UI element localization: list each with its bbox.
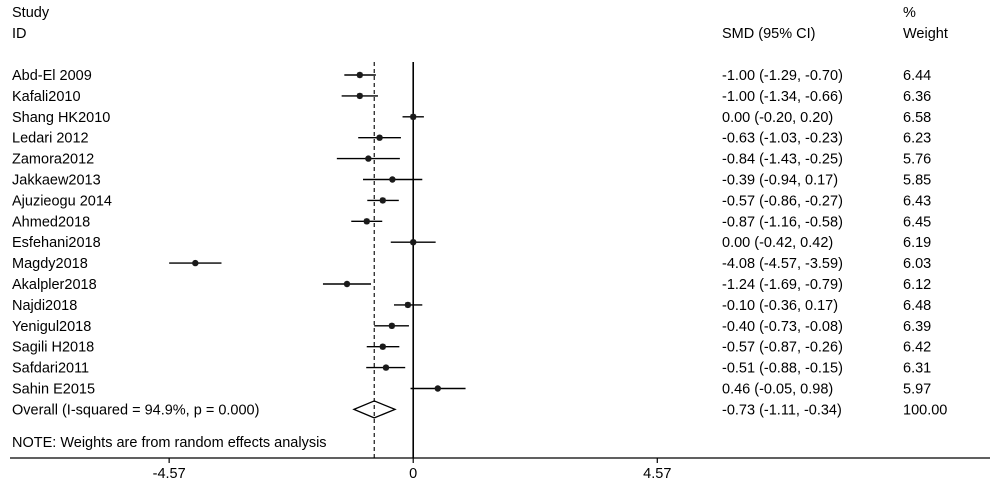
study-weight: 6.58: [903, 110, 931, 126]
effect-header: SMD (95% CI): [722, 26, 816, 42]
study-ci-text: 0.00 (-0.42, 0.42): [722, 235, 833, 251]
study-weight: 6.43: [903, 193, 931, 209]
study-label: Kafali2010: [12, 89, 81, 105]
study-point: [365, 155, 372, 162]
study-label: Ajuzieogu 2014: [12, 193, 112, 209]
study-weight: 6.48: [903, 298, 931, 314]
study-ci-text: -0.51 (-0.88, -0.15): [722, 361, 843, 377]
study-weight: 6.03: [903, 256, 931, 272]
study-point: [363, 218, 370, 225]
study-ci-text: -4.08 (-4.57, -3.59): [722, 256, 843, 272]
study-label: Akalpler2018: [12, 277, 97, 293]
study-ci-text: -0.84 (-1.43, -0.25): [722, 152, 843, 168]
study-ci-text: -0.40 (-0.73, -0.08): [722, 319, 843, 335]
study-weight: 6.36: [903, 89, 931, 105]
study-label: Sagili H2018: [12, 340, 94, 356]
study-label: Esfehani2018: [12, 235, 101, 251]
study-point: [389, 176, 396, 183]
note: NOTE: Weights are from random effects an…: [12, 435, 327, 451]
study-point: [343, 280, 351, 288]
study-ci-text: -1.24 (-1.69, -0.79): [722, 277, 843, 293]
study-ci-text: -1.00 (-1.34, -0.66): [722, 89, 843, 105]
study-point: [388, 322, 396, 329]
study-point: [410, 113, 417, 121]
study-point: [379, 197, 386, 204]
study-label: Abd-El 2009: [12, 68, 92, 84]
study-point: [404, 301, 412, 309]
study-label: Shang HK2010: [12, 110, 110, 126]
x-tick-label: 0: [409, 466, 417, 482]
study-ci-text: -0.87 (-1.16, -0.58): [722, 214, 843, 230]
study-label: Ledari 2012: [12, 131, 89, 147]
weight-header: Weight: [903, 26, 948, 42]
study-point: [379, 343, 386, 350]
study-label: Magdy2018: [12, 256, 88, 272]
study-label: Zamora2012: [12, 152, 94, 168]
x-tick-label: -4.57: [153, 466, 186, 482]
study-point: [382, 364, 390, 371]
study-weight: 6.19: [903, 235, 931, 251]
study-ci-text: -1.00 (-1.29, -0.70): [722, 68, 843, 84]
study-ci-text: -0.57 (-0.87, -0.26): [722, 340, 843, 356]
weight-header-percent: %: [903, 5, 916, 21]
study-weight: 5.85: [903, 173, 931, 189]
study-ci-text: 0.00 (-0.20, 0.20): [722, 110, 833, 126]
study-ci-text: -0.10 (-0.36, 0.17): [722, 298, 838, 314]
study-point: [192, 259, 199, 267]
study-ci-text: -0.63 (-1.03, -0.23): [722, 131, 843, 147]
study-weight: 5.97: [903, 382, 931, 398]
study-label: Najdi2018: [12, 298, 77, 314]
overall-label: Overall (I-squared = 94.9%, p = 0.000): [12, 402, 259, 418]
study-point: [376, 134, 383, 141]
study-weight: 6.39: [903, 319, 931, 335]
overall-diamond: [352, 400, 397, 419]
study-ci-text: -0.57 (-0.86, -0.27): [722, 193, 843, 209]
study-weight: 5.76: [903, 152, 931, 168]
study-header: Study: [12, 5, 50, 21]
study-ci-text: -0.39 (-0.94, 0.17): [722, 173, 838, 189]
study-weight: 6.23: [903, 131, 931, 147]
study-point: [434, 385, 441, 392]
study-weight: 6.12: [903, 277, 931, 293]
study-label: Ahmed2018: [12, 214, 90, 230]
study-weight: 6.45: [903, 214, 931, 230]
study-point: [356, 71, 364, 79]
id-header: ID: [12, 26, 27, 42]
study-weight: 6.42: [903, 340, 931, 356]
study-point: [410, 239, 417, 246]
study-weight: 6.44: [903, 68, 931, 84]
study-ci-text: 0.46 (-0.05, 0.98): [722, 382, 833, 398]
study-weight: 6.31: [903, 361, 931, 377]
study-label: Jakkaew2013: [12, 173, 101, 189]
study-label: Safdari2011: [12, 361, 89, 377]
x-tick-label: 4.57: [643, 466, 671, 482]
study-point: [356, 92, 364, 100]
study-label: Yenigul2018: [12, 319, 91, 335]
overall-ci-text: -0.73 (-1.11, -0.34): [722, 402, 842, 418]
overall-weight: 100.00: [903, 402, 947, 418]
study-label: Sahin E2015: [12, 382, 95, 398]
